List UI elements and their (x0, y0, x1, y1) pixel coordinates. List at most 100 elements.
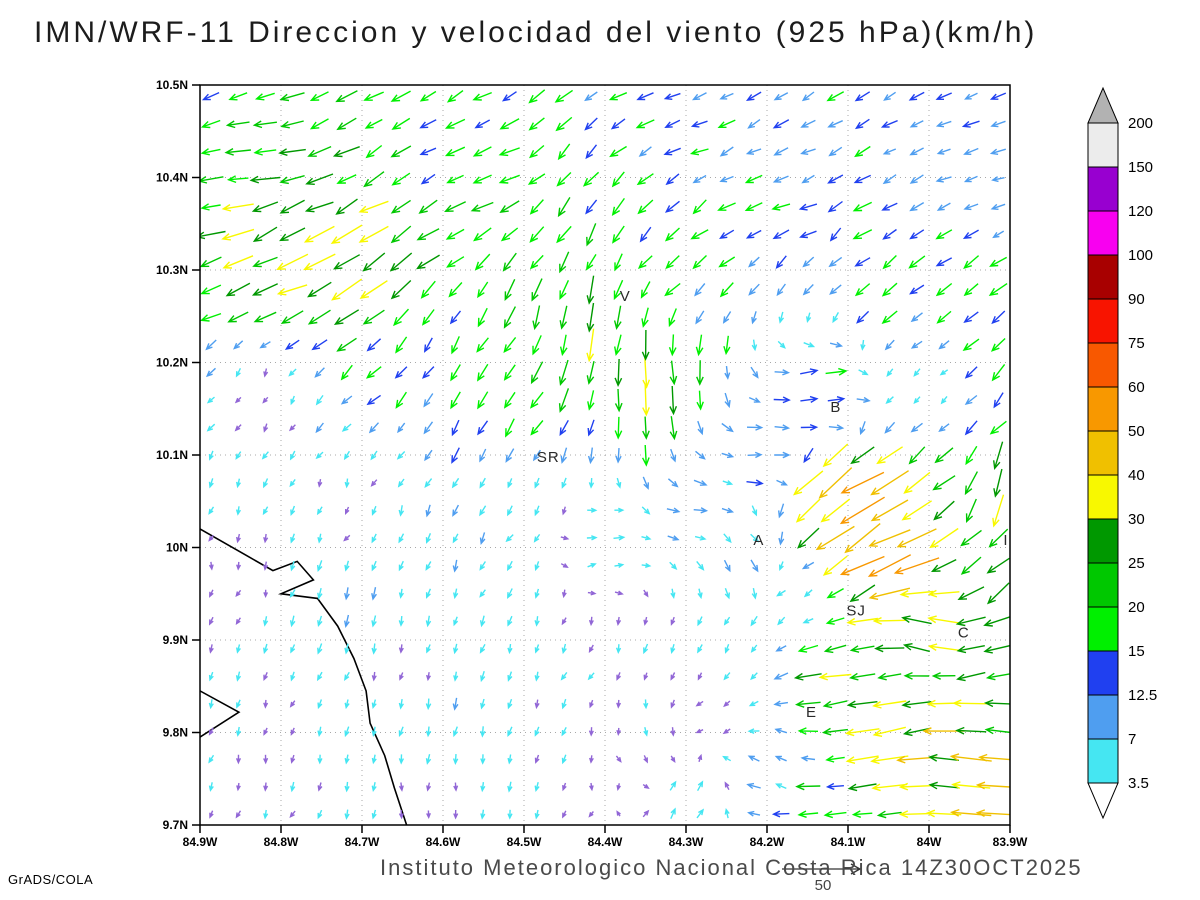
wind-vector (884, 421, 896, 434)
wind-vector (800, 395, 819, 403)
wind-vector (722, 311, 732, 324)
wind-vector (235, 589, 242, 598)
wind-vector (893, 557, 940, 575)
station-label: E (806, 704, 817, 721)
wind-vector (638, 146, 652, 157)
wind-vector (664, 227, 680, 242)
wind-vector (775, 645, 787, 652)
wind-vector (263, 589, 269, 599)
wind-vector (697, 644, 703, 654)
wind-vector (560, 563, 569, 568)
wind-vector (582, 171, 600, 187)
wind-vector (371, 726, 377, 737)
wind-vector (614, 388, 623, 413)
wind-vector (719, 175, 734, 183)
wind-vector (751, 339, 758, 352)
wind-vector (927, 615, 960, 624)
wind-vector (504, 279, 516, 301)
wind-vector (344, 614, 350, 628)
wind-vector (988, 528, 1009, 548)
wind-vector (236, 533, 241, 544)
wind-vector (289, 478, 296, 488)
wind-vector (477, 391, 489, 410)
wind-vector (936, 310, 952, 324)
wind-vector (747, 119, 761, 129)
wind-vector (801, 174, 815, 184)
wind-vector (642, 809, 650, 818)
wind-vector (359, 280, 388, 299)
wind-vector (983, 699, 1010, 708)
wind-vector (289, 700, 296, 708)
wind-vector (341, 423, 352, 432)
wind-vector (225, 120, 250, 129)
wind-vector (534, 671, 540, 682)
wind-vector (263, 561, 269, 571)
wind-vector (690, 120, 708, 128)
wind-vector (585, 254, 597, 271)
wind-vector (858, 369, 869, 376)
wind-vector (722, 728, 731, 735)
wind-vector (608, 92, 628, 101)
wind-vector (534, 699, 540, 710)
wind-vector (614, 590, 624, 596)
wind-vector (985, 672, 1010, 681)
wind-vector (505, 534, 514, 543)
wind-vector (721, 452, 735, 459)
wind-vector (555, 116, 573, 132)
wind-vector (772, 175, 789, 183)
wind-vector (854, 283, 871, 297)
wind-vector (719, 282, 734, 298)
y-axis-tick-label: 9.8N (163, 726, 188, 740)
wind-vector (426, 782, 432, 792)
y-axis-tick-label: 10.1N (156, 448, 188, 462)
wind-vector (669, 416, 678, 441)
wind-vector (951, 781, 991, 790)
wind-vector (208, 450, 214, 461)
wind-vector (480, 754, 486, 765)
x-axis-tick-label: 84.8W (264, 835, 299, 849)
wind-vector (854, 145, 871, 158)
wind-vector (344, 587, 350, 601)
wind-vector (670, 448, 677, 463)
wind-vector (451, 447, 460, 464)
wind-vector (588, 727, 594, 737)
wind-vector (395, 336, 408, 354)
wind-vector (371, 699, 377, 710)
wind-vector (391, 117, 411, 130)
wind-vector (451, 477, 460, 489)
wind-vector (289, 450, 296, 461)
colorbar-segment (1087, 386, 1119, 432)
wind-vector (477, 420, 489, 436)
wind-vector (908, 91, 925, 101)
colorbar-segment (1087, 474, 1119, 520)
wind-vector (262, 506, 269, 516)
station-label: I (1003, 532, 1008, 549)
wind-vector (263, 672, 268, 681)
x-axis-tick-label: 84.2W (750, 835, 785, 849)
wind-vector (852, 229, 873, 240)
wind-vector (771, 810, 790, 818)
wind-vector (534, 644, 540, 654)
wind-vector (771, 203, 791, 211)
wind-vector (499, 200, 520, 213)
wind-vector (586, 328, 595, 363)
wind-vector (317, 782, 323, 792)
wind-vector (315, 394, 324, 406)
wind-vector (587, 507, 598, 513)
wind-vector (426, 644, 431, 654)
wind-vector (695, 450, 706, 460)
wind-vector (530, 361, 544, 385)
colorbar-above-arrow (1087, 86, 1119, 124)
wind-vector (992, 494, 1005, 528)
wind-vector (802, 618, 814, 624)
wind-vector (935, 120, 952, 128)
wind-vector (263, 616, 269, 627)
wind-vector (933, 500, 955, 521)
wind-vector (317, 726, 323, 737)
wind-vector (222, 255, 254, 269)
wind-vector (803, 447, 814, 464)
wind-vector (235, 367, 242, 378)
wind-vector (723, 616, 731, 626)
wind-vector (449, 310, 462, 325)
wind-vector (399, 672, 404, 681)
